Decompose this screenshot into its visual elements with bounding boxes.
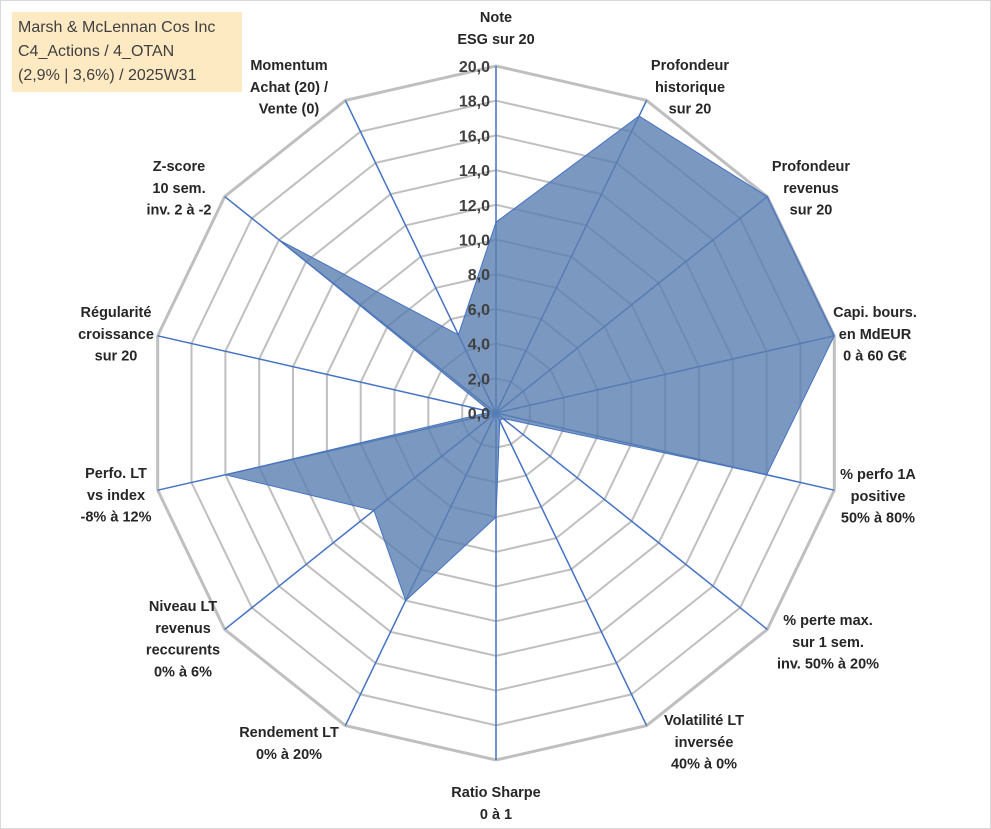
chart-title-box: Marsh & McLennan Cos Inc C4_Actions / 4_…: [12, 12, 242, 92]
axis-label-5: % perfo 1A positive 50% à 80%: [840, 467, 916, 527]
axis-label-6: % perte max. sur 1 sem. inv. 50% à 20%: [777, 613, 879, 673]
axis-label-line: 50% à 80%: [841, 511, 915, 527]
tick-label: 2,0: [468, 371, 490, 388]
axis-label-line: sur 1 sem.: [792, 635, 864, 651]
tick-label: 12,0: [459, 198, 490, 215]
axis-label-7: Volatilité LT inversée 40% à 0%: [664, 713, 744, 773]
tick-label: 18,0: [459, 94, 490, 111]
axis-label-line: croissance: [78, 327, 154, 343]
axis-label-line: sur 20: [669, 102, 712, 118]
axis-label-10: Niveau LT revenus reccurents 0% à 6%: [146, 599, 220, 680]
axis-label-line: inversée: [675, 735, 734, 751]
axis-label-line: Perfo. LT: [85, 466, 147, 482]
axis-label-line: Profondeur: [651, 58, 729, 74]
axis-label-line: Profondeur: [772, 159, 850, 175]
axis-label-line: Note: [480, 10, 512, 26]
tick-label: 10,0: [459, 233, 490, 250]
axis-label-line: Z-score: [153, 159, 205, 175]
axis-label-line: positive: [851, 489, 906, 505]
axis-label-line: % perfo 1A: [840, 467, 916, 483]
labels-layer: Note ESG sur 20 Profondeur historique sur 20…: [78, 10, 917, 823]
series-area: [225, 115, 835, 602]
axis-label-line: 0 à 1: [480, 807, 512, 823]
title-line-2: C4_Actions / 4_OTAN: [18, 43, 175, 60]
axis-label-line: Achat (20) /: [250, 80, 328, 96]
tick-label: 6,0: [468, 302, 490, 319]
axis-label-line: vs index: [87, 488, 145, 504]
tick-label: 4,0: [468, 337, 490, 354]
tick-label: 16,0: [459, 128, 490, 145]
axis-label-8: Ratio Sharpe 0 à 1: [451, 785, 540, 823]
axis-label-2: Profondeur historique sur 20: [651, 58, 729, 118]
axis-label-13: Z-score 10 sem. inv. 2 à -2: [146, 159, 211, 219]
axis-label-14: Momentum Achat (20) / Vente (0): [250, 58, 328, 118]
axis-label-4: Capi. bours. en MdEUR 0 à 60 G€: [833, 305, 917, 365]
tick-label: 8,0: [468, 267, 490, 284]
axis-label-9: Rendement LT 0% à 20%: [239, 725, 339, 763]
axis-label-line: historique: [655, 80, 725, 96]
axis-label-line: inv. 50% à 20%: [777, 657, 879, 673]
ticks-layer: 0,0 2,0 4,0 6,0 8,0 10,0 12,0 14,0 16,0 18,0 20,0: [459, 59, 490, 423]
axis-label-line: Volatilité LT: [664, 713, 744, 729]
axis-spoke-6: [495, 412, 768, 630]
title-line-1: Marsh & McLennan Cos Inc: [18, 19, 216, 36]
axis-label-1: Note ESG sur 20: [457, 10, 534, 48]
axis-label-line: Vente (0): [259, 102, 320, 118]
axis-label-line: inv. 2 à -2: [146, 203, 211, 219]
tick-label: 20,0: [459, 59, 490, 76]
axis-label-line: Niveau LT: [149, 599, 217, 615]
axis-label-line: 40% à 0%: [671, 757, 737, 773]
tick-label: 14,0: [459, 163, 490, 180]
axis-spoke-7: [495, 412, 648, 726]
axis-label-line: Momentum: [250, 58, 327, 74]
axis-label-line: reccurents: [146, 643, 220, 659]
axis-label-line: en MdEUR: [839, 327, 912, 343]
axis-spoke-12: [157, 335, 497, 414]
axis-label-3: Profondeur revenus sur 20: [772, 159, 850, 219]
axis-label-line: revenus: [155, 621, 211, 637]
axis-label-line: 0% à 20%: [256, 747, 322, 763]
axis-label-12: Régularité croissance sur 20: [78, 305, 154, 365]
axis-label-line: % perte max.: [783, 613, 872, 629]
axis-label-line: 0% à 6%: [154, 664, 212, 680]
tick-label: 0,0: [468, 406, 490, 423]
axis-label-line: Régularité: [81, 305, 152, 321]
axis-label-line: Ratio Sharpe: [451, 785, 540, 801]
title-line-3: (2,9% | 3,6%) / 2025W31: [18, 67, 197, 84]
axis-label-line: ESG sur 20: [457, 32, 534, 48]
axis-label-11: Perfo. LT vs index -8% à 12%: [81, 466, 152, 526]
axis-label-line: sur 20: [790, 203, 833, 219]
axis-label-line: revenus: [783, 181, 839, 197]
axis-label-line: sur 20: [95, 349, 138, 365]
axis-label-line: 10 sem.: [152, 181, 205, 197]
axis-label-line: 0 à 60 G€: [843, 349, 907, 365]
axis-label-line: Rendement LT: [239, 725, 339, 741]
axis-label-line: -8% à 12%: [81, 510, 152, 526]
axis-label-line: Capi. bours.: [833, 305, 917, 321]
series-layer: [225, 115, 835, 602]
